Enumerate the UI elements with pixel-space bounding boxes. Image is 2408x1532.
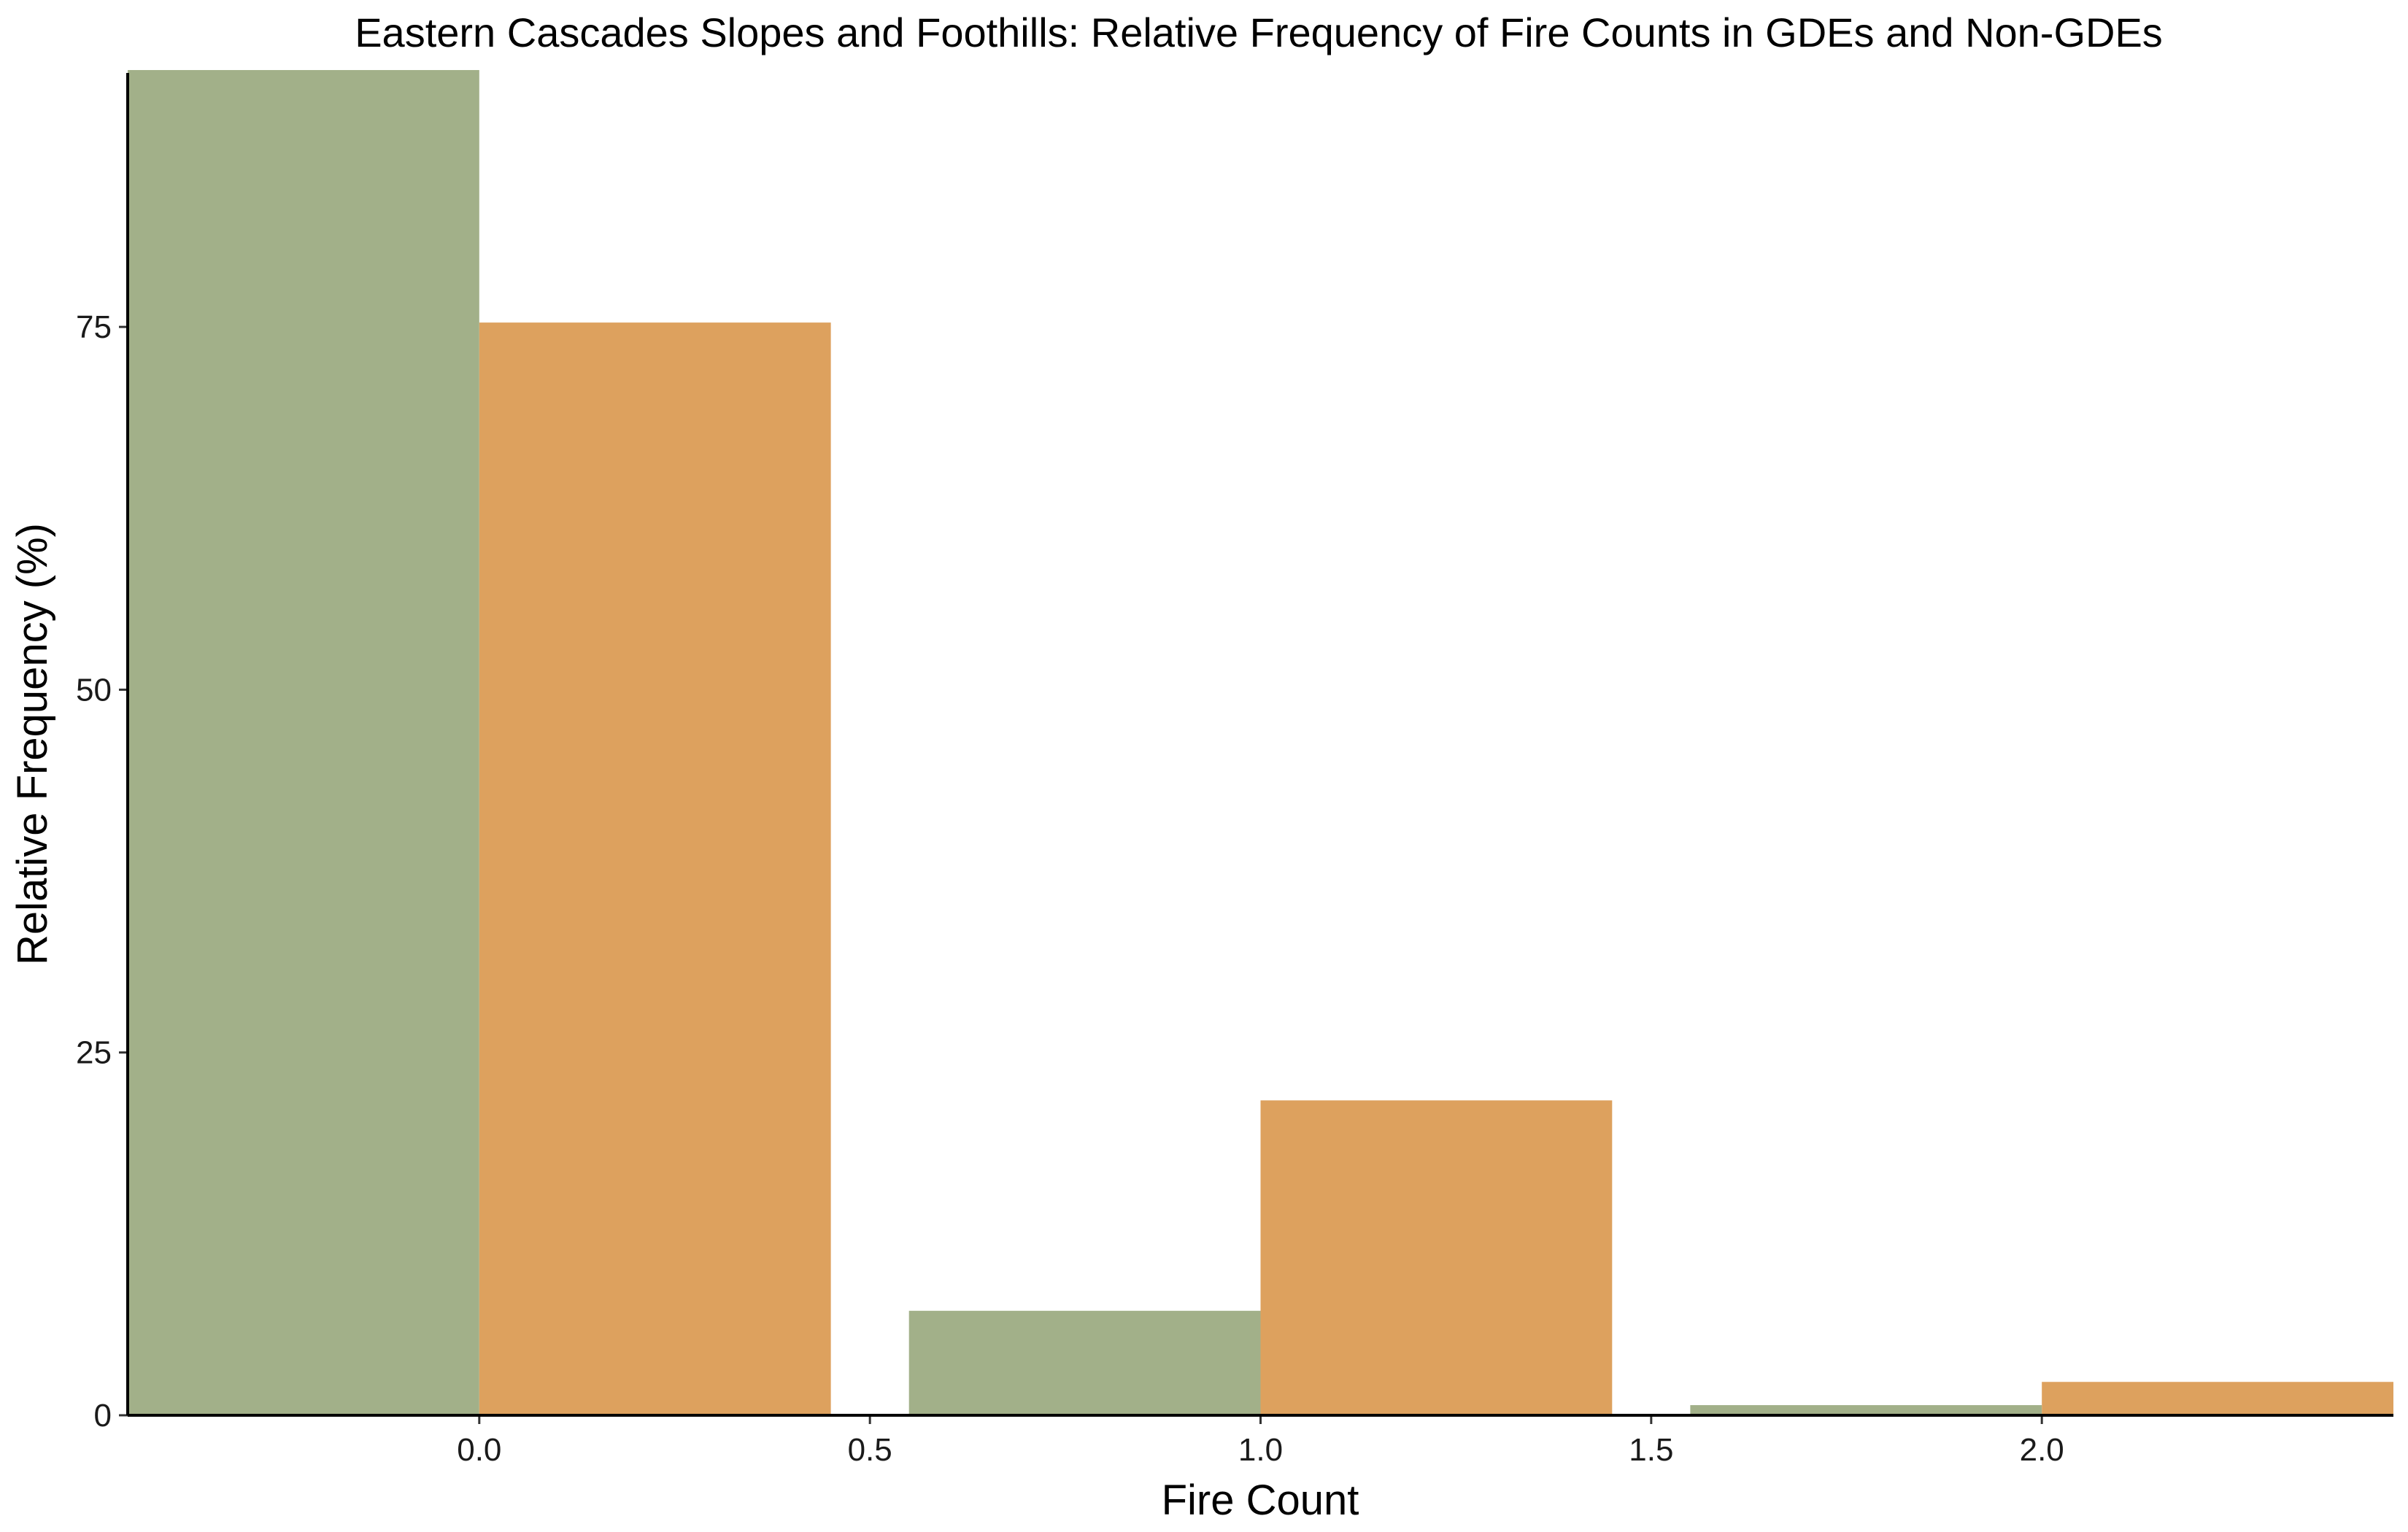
x-axis-title: Fire Count bbox=[1162, 1477, 1359, 1524]
bar-series2-x0 bbox=[479, 322, 831, 1416]
y-tick-label: 75 bbox=[76, 309, 112, 345]
bar-series2-x2 bbox=[2042, 1382, 2393, 1415]
x-tick-label: 2.0 bbox=[2020, 1432, 2064, 1468]
bar-series1-x0 bbox=[128, 70, 479, 1416]
x-tick-label: 0.0 bbox=[457, 1432, 501, 1468]
y-tick-label: 0 bbox=[94, 1398, 112, 1434]
bars-group bbox=[128, 70, 2393, 1416]
x-axis-ticks: 0.0 0.5 1.0 1.5 2.0 bbox=[457, 1415, 2064, 1468]
x-tick-label: 0.5 bbox=[848, 1432, 892, 1468]
bar-series1-x2 bbox=[1690, 1405, 2042, 1415]
y-axis-title: Relative Frequency (%) bbox=[9, 523, 56, 965]
y-axis-ticks: 0 25 50 75 bbox=[76, 309, 128, 1434]
y-tick-label: 50 bbox=[76, 672, 112, 708]
x-tick-label: 1.0 bbox=[1238, 1432, 1283, 1468]
bar-series2-x1 bbox=[1260, 1100, 1613, 1415]
y-tick-label: 25 bbox=[76, 1035, 112, 1071]
x-tick-label: 1.5 bbox=[1629, 1432, 1673, 1468]
bar-series1-x1 bbox=[908, 1310, 1261, 1415]
chart-title: Eastern Cascades Slopes and Foothills: R… bbox=[355, 9, 2163, 55]
